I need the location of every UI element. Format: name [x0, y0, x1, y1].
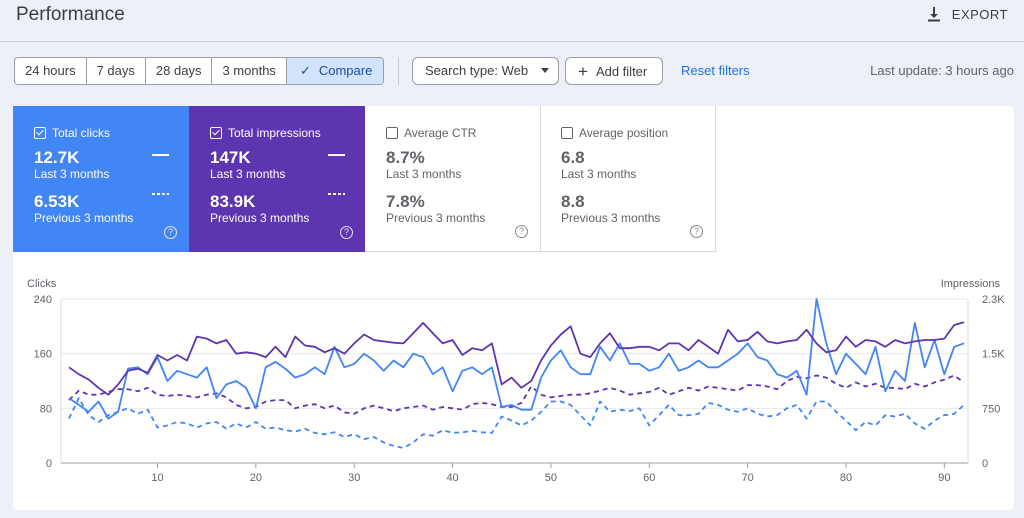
current-value: 8.7%	[386, 148, 425, 167]
checkbox-checked-icon[interactable]	[34, 127, 46, 139]
current-value: 6.8	[561, 148, 585, 167]
previous-total-impressions-line	[68, 374, 965, 415]
x-tick-label: 80	[840, 472, 852, 484]
current-period-label: Last 3 months	[34, 167, 110, 181]
compare-button[interactable]: ✓ Compare	[286, 58, 384, 84]
y-right-tick-label: 1.5K	[982, 349, 1005, 361]
current-total-impressions-line	[68, 321, 965, 396]
range-7-days[interactable]: 7 days	[87, 58, 146, 84]
y-right-tick-label: 0	[982, 458, 988, 470]
previous-period-label: Previous 3 months	[210, 211, 310, 225]
metric-card-average-ctr[interactable]: Average CTR 8.7% Last 3 months 7.8% Prev…	[365, 106, 541, 252]
page-header: Performance EXPORT	[0, 0, 1024, 42]
current-period-label: Last 3 months	[210, 167, 286, 181]
last-update-text: Last update: 3 hours ago	[870, 63, 1014, 78]
previous-value: 8.8	[561, 192, 585, 211]
previous-value: 7.8%	[386, 192, 425, 211]
toolbar-divider	[398, 57, 399, 85]
previous-value: 6.53K	[34, 192, 80, 211]
date-range-selector: 24 hours 7 days 28 days 3 months ✓ Compar…	[14, 57, 385, 85]
card-label-row: Total impressions	[210, 126, 365, 140]
y-left-tick-label: 160	[34, 349, 52, 361]
help-icon[interactable]: ?	[515, 225, 528, 238]
previous-value: 83.9K	[210, 192, 256, 211]
previous-total-clicks-line	[68, 397, 965, 449]
reset-filters-link[interactable]: Reset filters	[681, 63, 750, 78]
help-icon[interactable]: ?	[340, 226, 353, 239]
export-button[interactable]: EXPORT	[926, 6, 1008, 22]
page-title: Performance	[16, 4, 125, 25]
x-tick-label: 90	[938, 472, 950, 484]
y-left-axis-label: Clicks	[27, 278, 57, 290]
y-right-tick-label: 750	[982, 403, 1000, 415]
current-value: 12.7K	[34, 148, 80, 167]
y-right-tick-label: 2.3K	[982, 294, 1005, 306]
dashed-line-legend-icon	[328, 193, 345, 195]
card-label-row: Average position	[561, 126, 715, 140]
add-filter-button[interactable]: + Add filter	[565, 57, 663, 85]
y-left-tick-label: 0	[46, 458, 52, 470]
search-type-label: Search type: Web	[425, 63, 529, 78]
add-filter-label: Add filter	[595, 64, 648, 79]
x-tick-label: 10	[151, 472, 163, 484]
card-label-row: Average CTR	[386, 126, 540, 140]
x-tick-label: 50	[545, 472, 557, 484]
performance-panel: Total clicks 12.7K Last 3 months 6.53K P…	[13, 106, 1014, 510]
compare-label: Compare	[318, 63, 373, 78]
checkbox-checked-icon[interactable]	[210, 127, 222, 139]
help-icon[interactable]: ?	[164, 226, 177, 239]
range-24-hours[interactable]: 24 hours	[15, 58, 87, 84]
download-icon	[927, 7, 940, 22]
metric-card-average-position[interactable]: Average position 6.8 Last 3 months 8.8 P…	[540, 106, 716, 252]
toolbar: 24 hours 7 days 28 days 3 months ✓ Compar…	[14, 57, 1014, 85]
range-3-months[interactable]: 3 months	[212, 58, 287, 84]
current-period-label: Last 3 months	[386, 167, 462, 181]
current-value: 147K	[210, 148, 251, 167]
solid-line-legend-icon	[152, 154, 169, 156]
y-left-tick-label: 240	[34, 294, 52, 306]
metric-card-total-impressions[interactable]: Total impressions 147K Last 3 months 83.…	[189, 106, 365, 252]
y-right-axis-label: Impressions	[941, 278, 1001, 290]
search-type-dropdown[interactable]: Search type: Web	[412, 57, 559, 85]
x-tick-label: 70	[742, 472, 754, 484]
caret-down-icon	[541, 68, 549, 73]
performance-chart[interactable]: 0 0 80 750 160 1.5K 240 2.3K Clicks Impressions 10…	[13, 271, 1014, 510]
export-label: EXPORT	[951, 6, 1008, 22]
range-28-days[interactable]: 28 days	[146, 58, 213, 84]
dashed-line-legend-icon	[152, 193, 169, 195]
x-tick-label: 60	[643, 472, 655, 484]
checkbox-unchecked-icon[interactable]	[386, 127, 398, 139]
help-icon[interactable]: ?	[690, 225, 703, 238]
plus-icon: +	[578, 62, 588, 81]
card-label: Average position	[579, 126, 669, 140]
previous-period-label: Previous 3 months	[561, 211, 661, 225]
x-tick-label: 40	[446, 472, 458, 484]
current-period-label: Last 3 months	[561, 167, 637, 181]
x-tick-label: 20	[250, 472, 262, 484]
card-label: Total clicks	[52, 126, 111, 140]
x-tick-label: 30	[348, 472, 360, 484]
previous-period-label: Previous 3 months	[386, 211, 486, 225]
current-total-clicks-line	[68, 298, 965, 420]
checkbox-unchecked-icon[interactable]	[561, 127, 573, 139]
card-label: Total impressions	[228, 126, 321, 140]
previous-period-label: Previous 3 months	[34, 211, 134, 225]
check-icon: ✓	[299, 63, 311, 78]
solid-line-legend-icon	[328, 154, 345, 156]
card-label-row: Total clicks	[34, 126, 189, 140]
card-label: Average CTR	[404, 126, 477, 140]
y-left-tick-label: 80	[40, 403, 52, 415]
metric-card-total-clicks[interactable]: Total clicks 12.7K Last 3 months 6.53K P…	[13, 106, 189, 252]
